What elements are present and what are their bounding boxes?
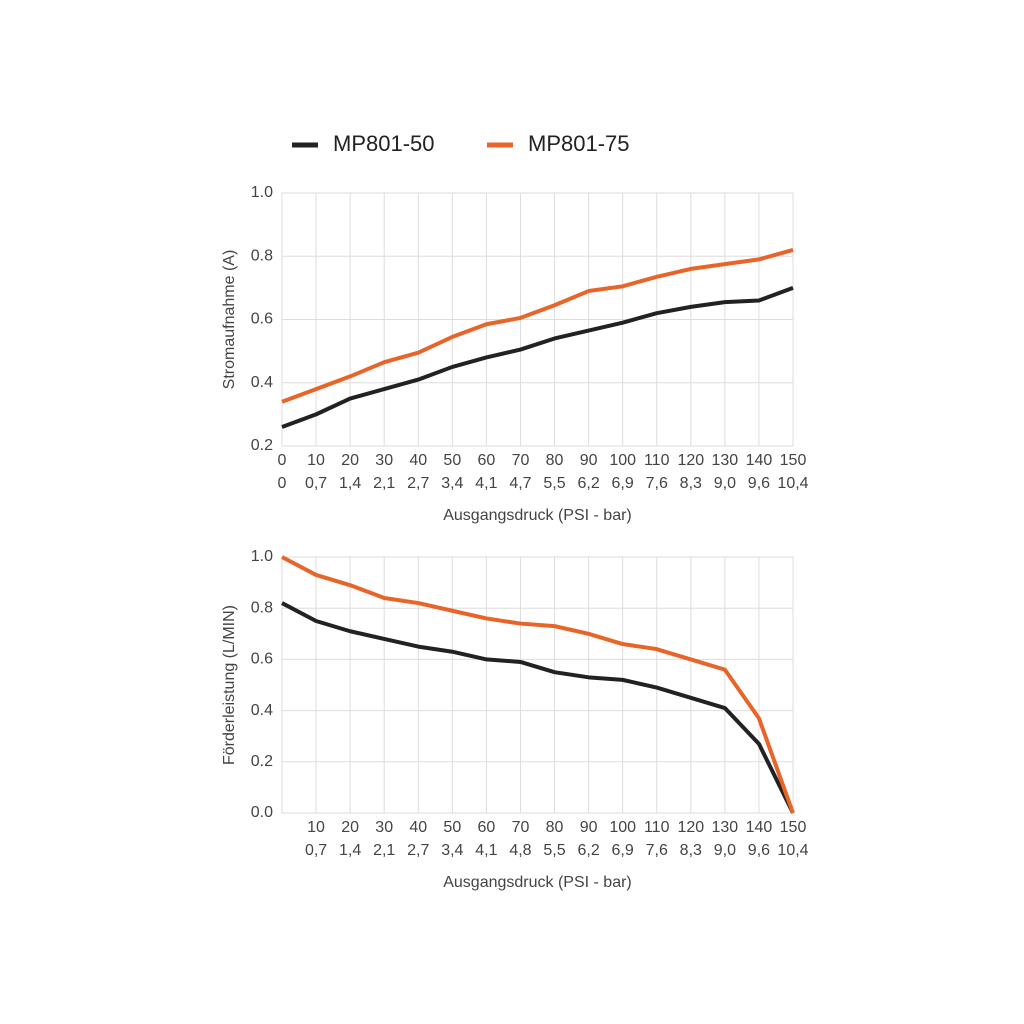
x-tick-label-bar: 2,7 (407, 475, 429, 492)
x-tick-label: 0 (278, 452, 287, 469)
x-axis-title: Ausgangsdruck (PSI - bar) (443, 507, 632, 524)
x-tick-label: 110 (644, 452, 670, 469)
x-tick-label-bar: 0 (278, 475, 287, 492)
x-tick-label-bar: 7,6 (646, 475, 668, 492)
x-tick-label: 50 (443, 819, 461, 836)
y-tick-label: 0.6 (251, 311, 273, 328)
x-tick-label-bar: 5,5 (543, 842, 565, 859)
x-tick-label-bar: 7,6 (646, 842, 668, 859)
x-tick-label-bar: 3,4 (441, 475, 463, 492)
x-tick-label-bar: 2,1 (373, 842, 395, 859)
x-tick-label: 40 (409, 452, 427, 469)
line-series (281, 286, 794, 429)
x-tick-label-bar: 9,0 (714, 475, 736, 492)
x-tick-label: 130 (712, 452, 739, 469)
y-tick-label: 0.8 (251, 599, 273, 616)
x-tick-label-bar: 8,3 (680, 842, 702, 859)
x-tick-label: 80 (546, 452, 564, 469)
line-series (281, 555, 795, 814)
x-tick-label: 120 (677, 452, 704, 469)
x-tick-label: 70 (512, 452, 530, 469)
x-tick-label-bar: 2,7 (407, 842, 429, 859)
y-tick-label: 0.2 (251, 437, 273, 454)
x-tick-label-bar: 9,0 (714, 842, 736, 859)
x-tick-label: 150 (780, 452, 807, 469)
y-axis-title: Förderleistung (L/MIN) (221, 605, 238, 765)
x-tick-label-bar: 2,1 (373, 475, 395, 492)
y-tick-label: 1.0 (251, 548, 273, 565)
x-tick-label: 30 (375, 452, 393, 469)
x-tick-label: 140 (746, 819, 773, 836)
legend-label: MP801-75 (528, 131, 630, 156)
y-tick-label: 0.2 (251, 753, 273, 770)
y-tick-label: 1.0 (251, 184, 273, 201)
y-tick-label: 0.8 (251, 247, 273, 264)
x-tick-label: 70 (512, 819, 530, 836)
x-tick-label: 60 (478, 819, 496, 836)
x-tick-label-bar: 1,4 (339, 475, 361, 492)
x-tick-label-bar: 4,7 (509, 475, 531, 492)
x-tick-label-bar: 9,6 (748, 842, 770, 859)
x-tick-label: 150 (780, 819, 807, 836)
x-tick-label-bar: 6,9 (612, 842, 634, 859)
y-tick-label: 0.0 (251, 804, 273, 821)
x-tick-label-bar: 0,7 (305, 475, 327, 492)
plot-frame (281, 556, 794, 814)
x-tick-label-bar: 9,6 (748, 475, 770, 492)
x-tick-label-bar: 8,3 (680, 475, 702, 492)
x-tick-label-bar: 6,2 (577, 475, 599, 492)
y-axis-title: Stromaufnahme (A) (221, 250, 238, 390)
x-tick-label-bar: 10,4 (777, 475, 808, 492)
x-tick-label: 90 (580, 819, 598, 836)
x-tick-label-bar: 6,2 (577, 842, 599, 859)
x-tick-label-bar: 4,1 (475, 842, 497, 859)
x-tick-label: 20 (341, 819, 359, 836)
x-tick-label-bar: 10,4 (777, 842, 808, 859)
x-tick-label-bar: 4,1 (475, 475, 497, 492)
x-tick-label-bar: 6,9 (612, 475, 634, 492)
y-tick-label: 0.4 (251, 374, 273, 391)
x-tick-label: 20 (341, 452, 359, 469)
line-series (281, 247, 794, 404)
y-tick-label: 0.6 (251, 651, 273, 668)
x-tick-label: 10 (307, 819, 325, 836)
x-tick-label-bar: 3,4 (441, 842, 463, 859)
line-series (281, 601, 795, 814)
x-tick-label: 110 (644, 819, 670, 836)
x-tick-label: 100 (609, 819, 636, 836)
y-tick-label: 0.4 (251, 702, 273, 719)
x-axis-title: Ausgangsdruck (PSI - bar) (443, 874, 632, 891)
x-tick-label: 90 (580, 452, 598, 469)
x-tick-label: 140 (746, 452, 773, 469)
x-tick-label: 30 (375, 819, 393, 836)
x-tick-label: 130 (712, 819, 739, 836)
x-tick-label: 60 (478, 452, 496, 469)
x-tick-label-bar: 1,4 (339, 842, 361, 859)
x-tick-label-bar: 0,7 (305, 842, 327, 859)
x-tick-label: 10 (307, 452, 325, 469)
x-tick-label-bar: 4,8 (509, 842, 531, 859)
legend-label: MP801-50 (333, 131, 435, 156)
x-tick-label: 100 (609, 452, 636, 469)
x-tick-label: 80 (546, 819, 564, 836)
x-tick-label: 50 (443, 452, 461, 469)
x-tick-label: 40 (409, 819, 427, 836)
x-tick-label-bar: 5,5 (543, 475, 565, 492)
x-tick-label: 120 (677, 819, 704, 836)
